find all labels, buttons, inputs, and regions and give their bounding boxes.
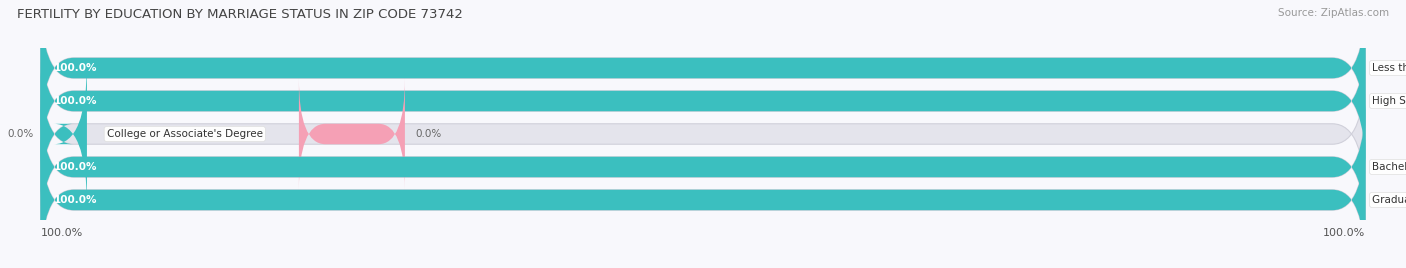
Text: 100.0%: 100.0% xyxy=(53,195,97,205)
Text: FERTILITY BY EDUCATION BY MARRIAGE STATUS IN ZIP CODE 73742: FERTILITY BY EDUCATION BY MARRIAGE STATU… xyxy=(17,8,463,21)
Text: 100.0%: 100.0% xyxy=(53,162,97,172)
Text: 100.0%: 100.0% xyxy=(53,96,97,106)
Text: 100.0%: 100.0% xyxy=(1323,228,1365,238)
Text: Graduate Degree: Graduate Degree xyxy=(1372,195,1406,205)
FancyBboxPatch shape xyxy=(41,95,1365,239)
FancyBboxPatch shape xyxy=(41,128,1365,268)
Text: Source: ZipAtlas.com: Source: ZipAtlas.com xyxy=(1278,8,1389,18)
FancyBboxPatch shape xyxy=(41,62,1365,206)
FancyBboxPatch shape xyxy=(41,29,1365,173)
FancyBboxPatch shape xyxy=(41,62,87,206)
Text: Bachelor's Degree: Bachelor's Degree xyxy=(1372,162,1406,172)
FancyBboxPatch shape xyxy=(41,95,1365,239)
Text: 100.0%: 100.0% xyxy=(53,63,97,73)
Text: 100.0%: 100.0% xyxy=(41,228,83,238)
Text: 0.0%: 0.0% xyxy=(7,129,34,139)
Text: High School Diploma: High School Diploma xyxy=(1372,96,1406,106)
Text: College or Associate's Degree: College or Associate's Degree xyxy=(107,129,263,139)
FancyBboxPatch shape xyxy=(41,0,1365,140)
Text: Less than High School: Less than High School xyxy=(1372,63,1406,73)
FancyBboxPatch shape xyxy=(41,0,1365,140)
Text: 0.0%: 0.0% xyxy=(416,129,441,139)
FancyBboxPatch shape xyxy=(299,78,405,190)
FancyBboxPatch shape xyxy=(41,29,1365,173)
FancyBboxPatch shape xyxy=(41,128,1365,268)
